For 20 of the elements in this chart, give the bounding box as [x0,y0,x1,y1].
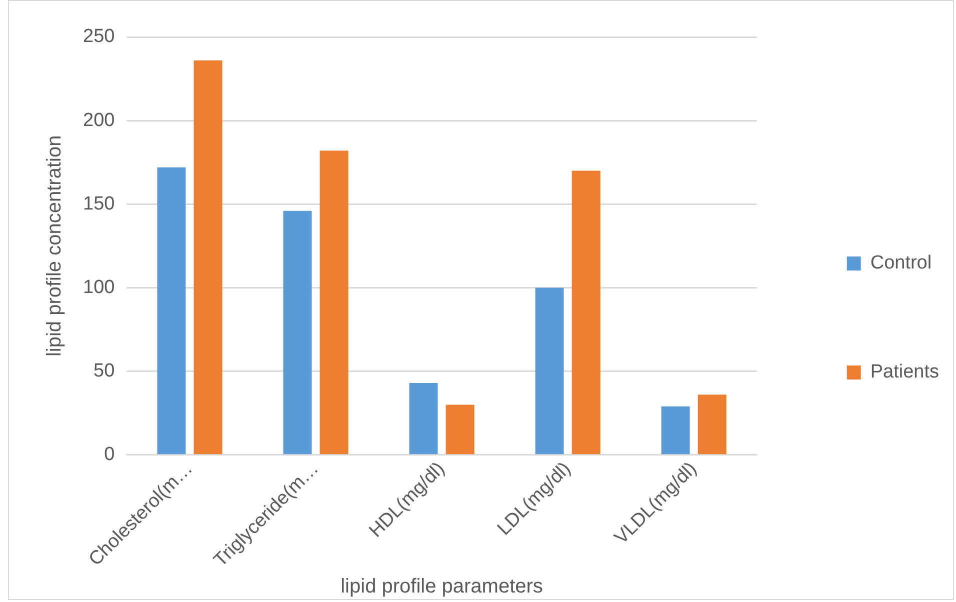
legend-label: Control [870,252,932,274]
bar [194,60,222,454]
y-tick-label: 0 [104,444,115,466]
bar [157,167,186,454]
bar [320,150,348,454]
legend-label: Patients [870,362,940,383]
y-axis-title: lipid profile concentration [44,135,66,357]
bar [409,382,438,454]
bar [283,210,312,454]
bar [572,170,600,454]
y-tick-label: 150 [83,193,115,214]
bar [661,406,690,454]
bar [698,394,726,454]
x-axis-title: lipid profile parameters [340,576,543,598]
bar [446,404,474,454]
bar [535,288,564,454]
y-tick-label: 250 [83,26,115,48]
y-tick-label: 200 [83,110,115,131]
y-tick-label: 100 [83,276,115,298]
y-tick-label: 50 [94,360,115,382]
